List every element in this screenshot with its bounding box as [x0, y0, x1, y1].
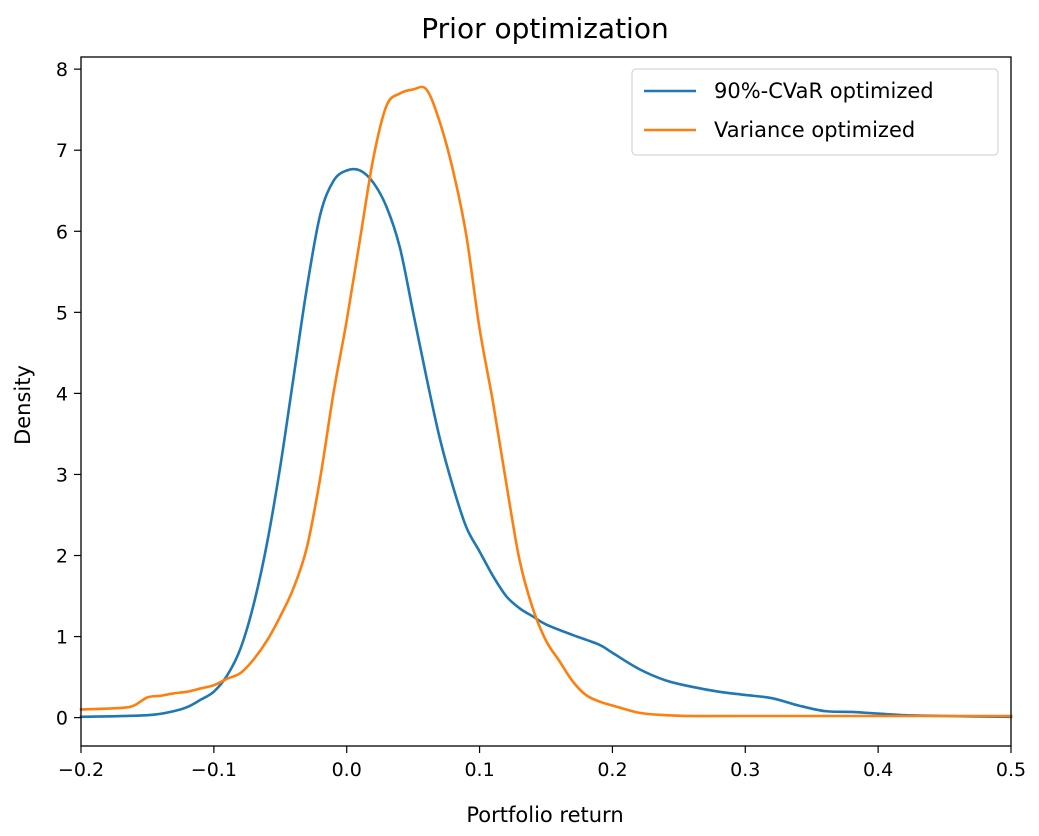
legend-box: [631, 68, 999, 156]
y-tick-label: 2: [56, 546, 68, 568]
y-tick-label: 4: [56, 383, 68, 405]
y-tick-label: 6: [56, 221, 68, 243]
x-tick-label: 0.2: [597, 759, 627, 781]
series-layer: [79, 85, 1013, 719]
series-line-2: [79, 85, 1013, 718]
x-tick-label: 0.3: [730, 759, 760, 781]
plot-frame: [80, 56, 1012, 747]
y-tick-label: 1: [56, 627, 68, 649]
y-tick-label: 3: [56, 464, 68, 486]
y-tick-label: 8: [56, 59, 68, 81]
x-tick-label: −0.1: [191, 759, 237, 781]
y-axis: 0 1 2 3 4 5 6 7 8: [56, 59, 81, 730]
x-tick-label: −0.2: [58, 759, 104, 781]
y-tick-label: 5: [56, 302, 68, 324]
series-line-1: [79, 167, 1013, 719]
x-axis: −0.2 −0.1 0.0 0.1 0.2 0.3 0.4 0.5: [58, 746, 1026, 781]
y-tick-label: 0: [56, 708, 68, 730]
y-tick-label: 7: [56, 140, 68, 162]
x-tick-label: 0.1: [464, 759, 494, 781]
x-tick-label: 0.5: [996, 759, 1026, 781]
legend-label-1: 90%-CVaR optimized: [714, 79, 934, 103]
x-tick-label: 0.0: [332, 759, 362, 781]
x-tick-label: 0.4: [863, 759, 893, 781]
chart-title: Prior optimization: [421, 12, 668, 45]
legend-label-2: Variance optimized: [714, 118, 915, 142]
y-axis-label: Density: [11, 365, 35, 445]
x-axis-label: Portfolio return: [466, 803, 623, 827]
legend: 90%-CVaR optimized Variance optimized: [631, 68, 999, 156]
